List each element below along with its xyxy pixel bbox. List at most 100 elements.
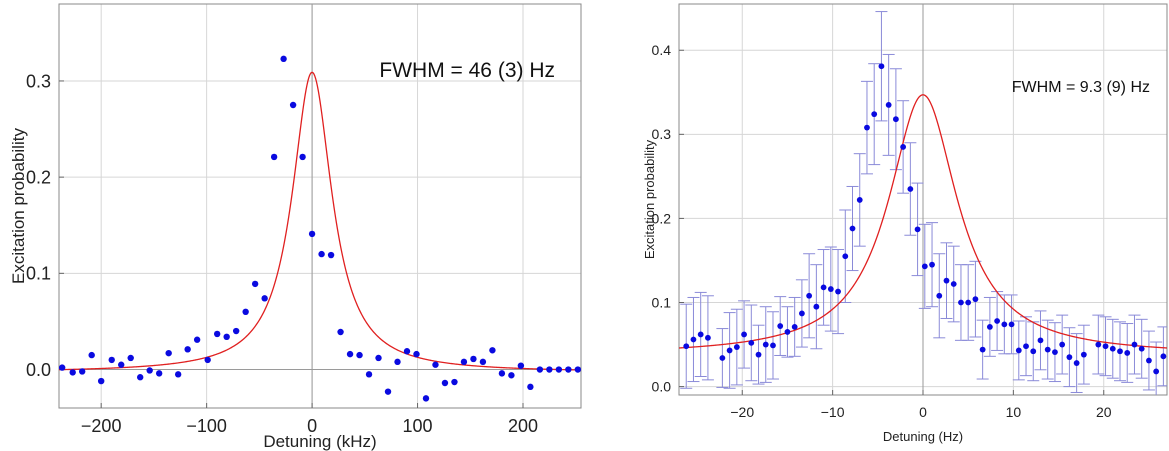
data-point [536, 366, 544, 373]
data-point [770, 342, 776, 349]
left-y-tick-label: 0.0 [26, 360, 51, 380]
data-point [943, 277, 950, 284]
data-point [137, 374, 144, 381]
data-point [697, 331, 704, 338]
right-y-ticks: 0.0 0.1 0.2 0.3 0.4 [652, 42, 684, 394]
data-point [1153, 368, 1160, 375]
data-point [174, 371, 182, 378]
data-point [726, 347, 733, 354]
data-point [337, 328, 344, 336]
data-point [842, 253, 849, 260]
data-point [864, 124, 870, 131]
right-fwhm-annotation: FWHM = 9.3 (9) Hz [1012, 79, 1150, 96]
data-point [741, 331, 747, 338]
left-axis-lines [59, 4, 581, 408]
data-point [527, 383, 534, 391]
data-point [972, 296, 979, 303]
data-point [994, 318, 1001, 324]
left-y-axis-label: Excitation probability [9, 128, 28, 284]
data-point [184, 346, 191, 353]
data-point [683, 343, 690, 350]
data-point [885, 102, 892, 108]
left-y-ticks: 0.0 0.1 0.2 0.3 [26, 71, 64, 380]
data-point [232, 327, 240, 335]
data-point [289, 101, 297, 109]
data-point [346, 350, 354, 358]
data-point [900, 144, 907, 150]
data-point [820, 284, 827, 291]
right-x-tick-label: 0 [919, 404, 927, 420]
data-point [204, 356, 211, 364]
data-point [1037, 337, 1044, 344]
data-point [1138, 345, 1145, 352]
data-point [914, 226, 921, 233]
data-point [733, 344, 740, 350]
data-point [979, 346, 986, 353]
data-point [1131, 341, 1138, 348]
left-fit-curve [59, 71, 581, 371]
data-point [929, 261, 935, 268]
data-point [1109, 345, 1116, 352]
data-point [777, 323, 784, 329]
data-point [806, 292, 813, 299]
left-data-points [59, 55, 581, 402]
data-point [1001, 321, 1008, 328]
right-x-tick-label: −20 [730, 404, 754, 420]
data-point [517, 362, 525, 369]
data-point [394, 358, 401, 366]
right-y-tick-label: 0.2 [652, 210, 672, 226]
data-point [1102, 343, 1109, 350]
data-point [1160, 353, 1167, 360]
left-x-ticks: −200 −100 0 100 200 [81, 403, 538, 436]
right-x-tick-label: −10 [821, 404, 845, 420]
data-point [213, 330, 221, 338]
data-point [308, 230, 316, 238]
right-data-points [683, 63, 1167, 375]
data-point [555, 366, 563, 373]
left-fwhm-annotation: FWHM = 46 (3) Hz [379, 59, 555, 82]
data-point [280, 55, 287, 63]
data-point [441, 379, 449, 387]
right-y-axis-label: Excitation probability [642, 139, 657, 259]
right-x-tick-label: 10 [1006, 404, 1022, 420]
data-point [748, 339, 755, 346]
data-point [1146, 357, 1152, 364]
data-point [79, 368, 86, 375]
data-point [1095, 341, 1102, 348]
data-point [878, 63, 885, 70]
data-point [356, 351, 363, 359]
data-point [1052, 349, 1058, 356]
data-point [451, 378, 458, 386]
data-point [59, 364, 66, 371]
data-point [299, 153, 306, 161]
data-point [791, 323, 798, 330]
data-point [849, 225, 856, 232]
data-point [127, 354, 134, 362]
left-x-tick-label: 100 [403, 416, 433, 436]
left-x-tick-label: 0 [307, 416, 317, 436]
data-point [108, 356, 115, 364]
data-point [813, 303, 820, 310]
left-y-tick-label: 0.2 [26, 167, 51, 187]
left-x-axis-label: Detuning (kHz) [263, 432, 376, 451]
left-x-tick-label: 200 [508, 416, 538, 436]
data-point [270, 153, 278, 161]
data-point [546, 366, 553, 373]
data-point [1073, 360, 1080, 366]
data-point [892, 116, 899, 123]
right-fit-curve [679, 94, 1167, 349]
data-point [261, 295, 268, 302]
data-point [574, 366, 581, 373]
left-x-tick-label: −200 [81, 416, 122, 436]
data-point [422, 395, 430, 402]
data-point [193, 336, 201, 343]
data-point [1124, 350, 1131, 356]
data-point [921, 263, 928, 270]
data-point [784, 329, 791, 335]
data-point [1008, 321, 1015, 328]
data-point [489, 347, 496, 354]
data-point [719, 355, 726, 361]
data-point [690, 336, 697, 343]
data-point [835, 288, 841, 295]
data-point [1117, 348, 1123, 355]
